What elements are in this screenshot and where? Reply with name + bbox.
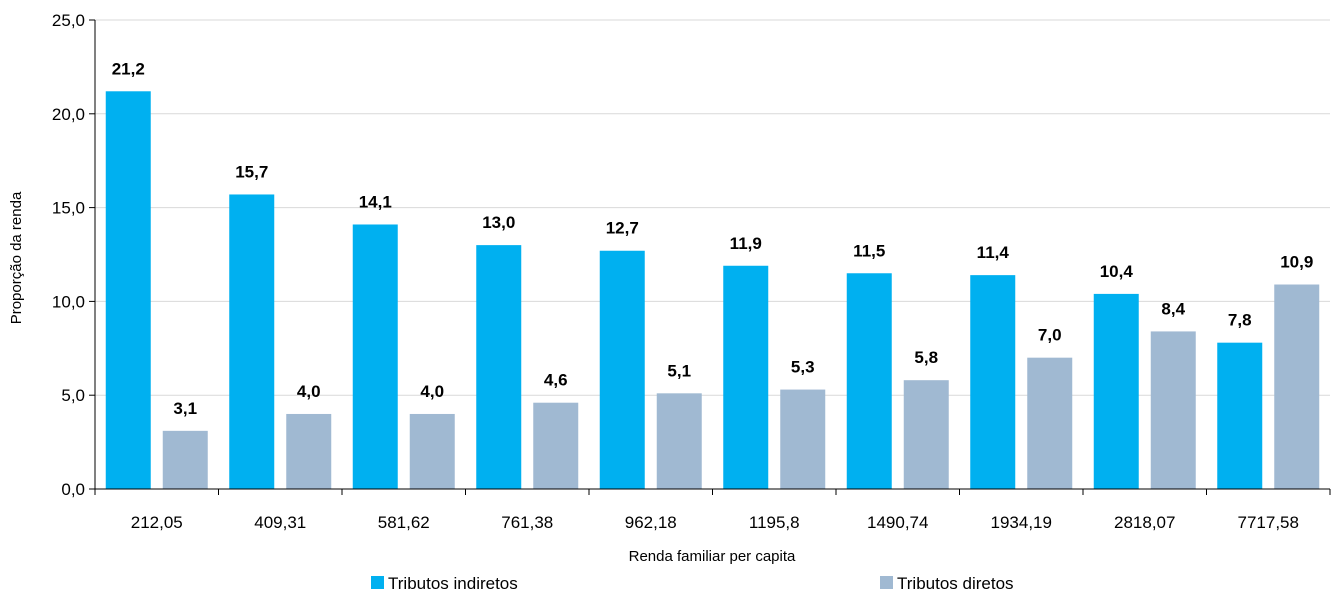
legend-swatch-diretos [880, 576, 893, 589]
y-tick-label: 25,0 [52, 11, 85, 30]
x-tick-label: 1195,8 [749, 513, 800, 532]
legend-label-diretos: Tributos diretos [897, 574, 1014, 593]
data-label: 21,2 [112, 59, 145, 78]
x-tick-label: 7717,58 [1238, 513, 1299, 532]
y-tick-label: 0,0 [61, 480, 85, 499]
x-tick-label: 1490,74 [867, 513, 928, 532]
bar-diretos [409, 413, 455, 489]
bar-indiretos [105, 91, 151, 490]
data-label: 5,8 [914, 348, 938, 367]
data-label: 12,7 [606, 219, 639, 238]
bar-diretos [286, 413, 332, 489]
legend-label-indiretos: Tributos indiretos [388, 574, 518, 593]
x-tick-label: 581,62 [378, 513, 430, 532]
bar-indiretos [352, 224, 398, 489]
bar-diretos [533, 402, 579, 489]
bar-indiretos [476, 245, 522, 489]
data-label: 5,3 [791, 358, 815, 377]
bar-indiretos [229, 194, 275, 489]
data-label: 7,0 [1038, 326, 1062, 345]
data-label: 15,7 [235, 162, 268, 181]
x-tick-label: 1934,19 [991, 513, 1052, 532]
data-label: 10,9 [1280, 253, 1313, 272]
y-tick-label: 10,0 [52, 292, 85, 311]
y-tick-label: 15,0 [52, 199, 85, 218]
bar-indiretos [599, 250, 645, 489]
bar-diretos [1150, 331, 1196, 489]
x-tick-label: 962,18 [625, 513, 677, 532]
data-label: 4,6 [544, 371, 568, 390]
data-label: 5,1 [667, 361, 691, 380]
data-label: 13,0 [482, 213, 515, 232]
y-axis-title: Proporção da renda [8, 191, 25, 324]
data-label: 8,4 [1161, 299, 1185, 318]
x-tick-label: 409,31 [254, 513, 306, 532]
x-tick-label: 761,38 [501, 513, 553, 532]
bar-indiretos [723, 265, 769, 489]
x-tick-label: 212,05 [131, 513, 183, 532]
y-tick-label: 5,0 [61, 386, 85, 405]
data-label: 11,5 [853, 241, 885, 260]
bar-diretos [162, 430, 208, 489]
axes [89, 19, 1331, 495]
data-label: 14,1 [359, 192, 392, 211]
gridlines [95, 19, 1330, 396]
legend: Tributos indiretos Tributos diretos [371, 574, 1014, 593]
data-labels: 21,2 15,7 14,1 13,0 12,7 11,9 11,5 11,4 10,4 7,8 3… [112, 59, 1314, 418]
data-label: 11,4 [977, 243, 1010, 262]
data-label: 4,0 [420, 382, 444, 401]
bar-diretos [780, 389, 826, 489]
legend-swatch-indiretos [371, 576, 384, 589]
bars [105, 91, 1320, 490]
bar-diretos [656, 393, 702, 489]
x-axis-title: Renda familiar per capita [629, 548, 796, 565]
bar-indiretos [846, 273, 892, 489]
bar-indiretos [970, 275, 1016, 489]
data-label: 3,1 [173, 399, 197, 418]
data-label: 7,8 [1228, 311, 1252, 330]
y-tick-label: 20,0 [52, 105, 85, 124]
data-label: 10,4 [1100, 262, 1134, 281]
bar-diretos [903, 380, 949, 489]
bar-indiretos [1217, 342, 1263, 489]
x-tick-label: 2818,07 [1114, 513, 1175, 532]
bar-indiretos [1093, 293, 1139, 489]
data-label: 4,0 [297, 382, 321, 401]
bar-diretos [1274, 284, 1320, 489]
bar-diretos [1027, 357, 1073, 489]
x-tick-labels: 212,05 409,31 581,62 761,38 962,18 1195,8 1490… [131, 513, 1299, 532]
data-label: 11,9 [730, 234, 762, 253]
y-tick-labels: 0,0 5,0 10,0 15,0 20,0 25,0 [52, 11, 85, 499]
